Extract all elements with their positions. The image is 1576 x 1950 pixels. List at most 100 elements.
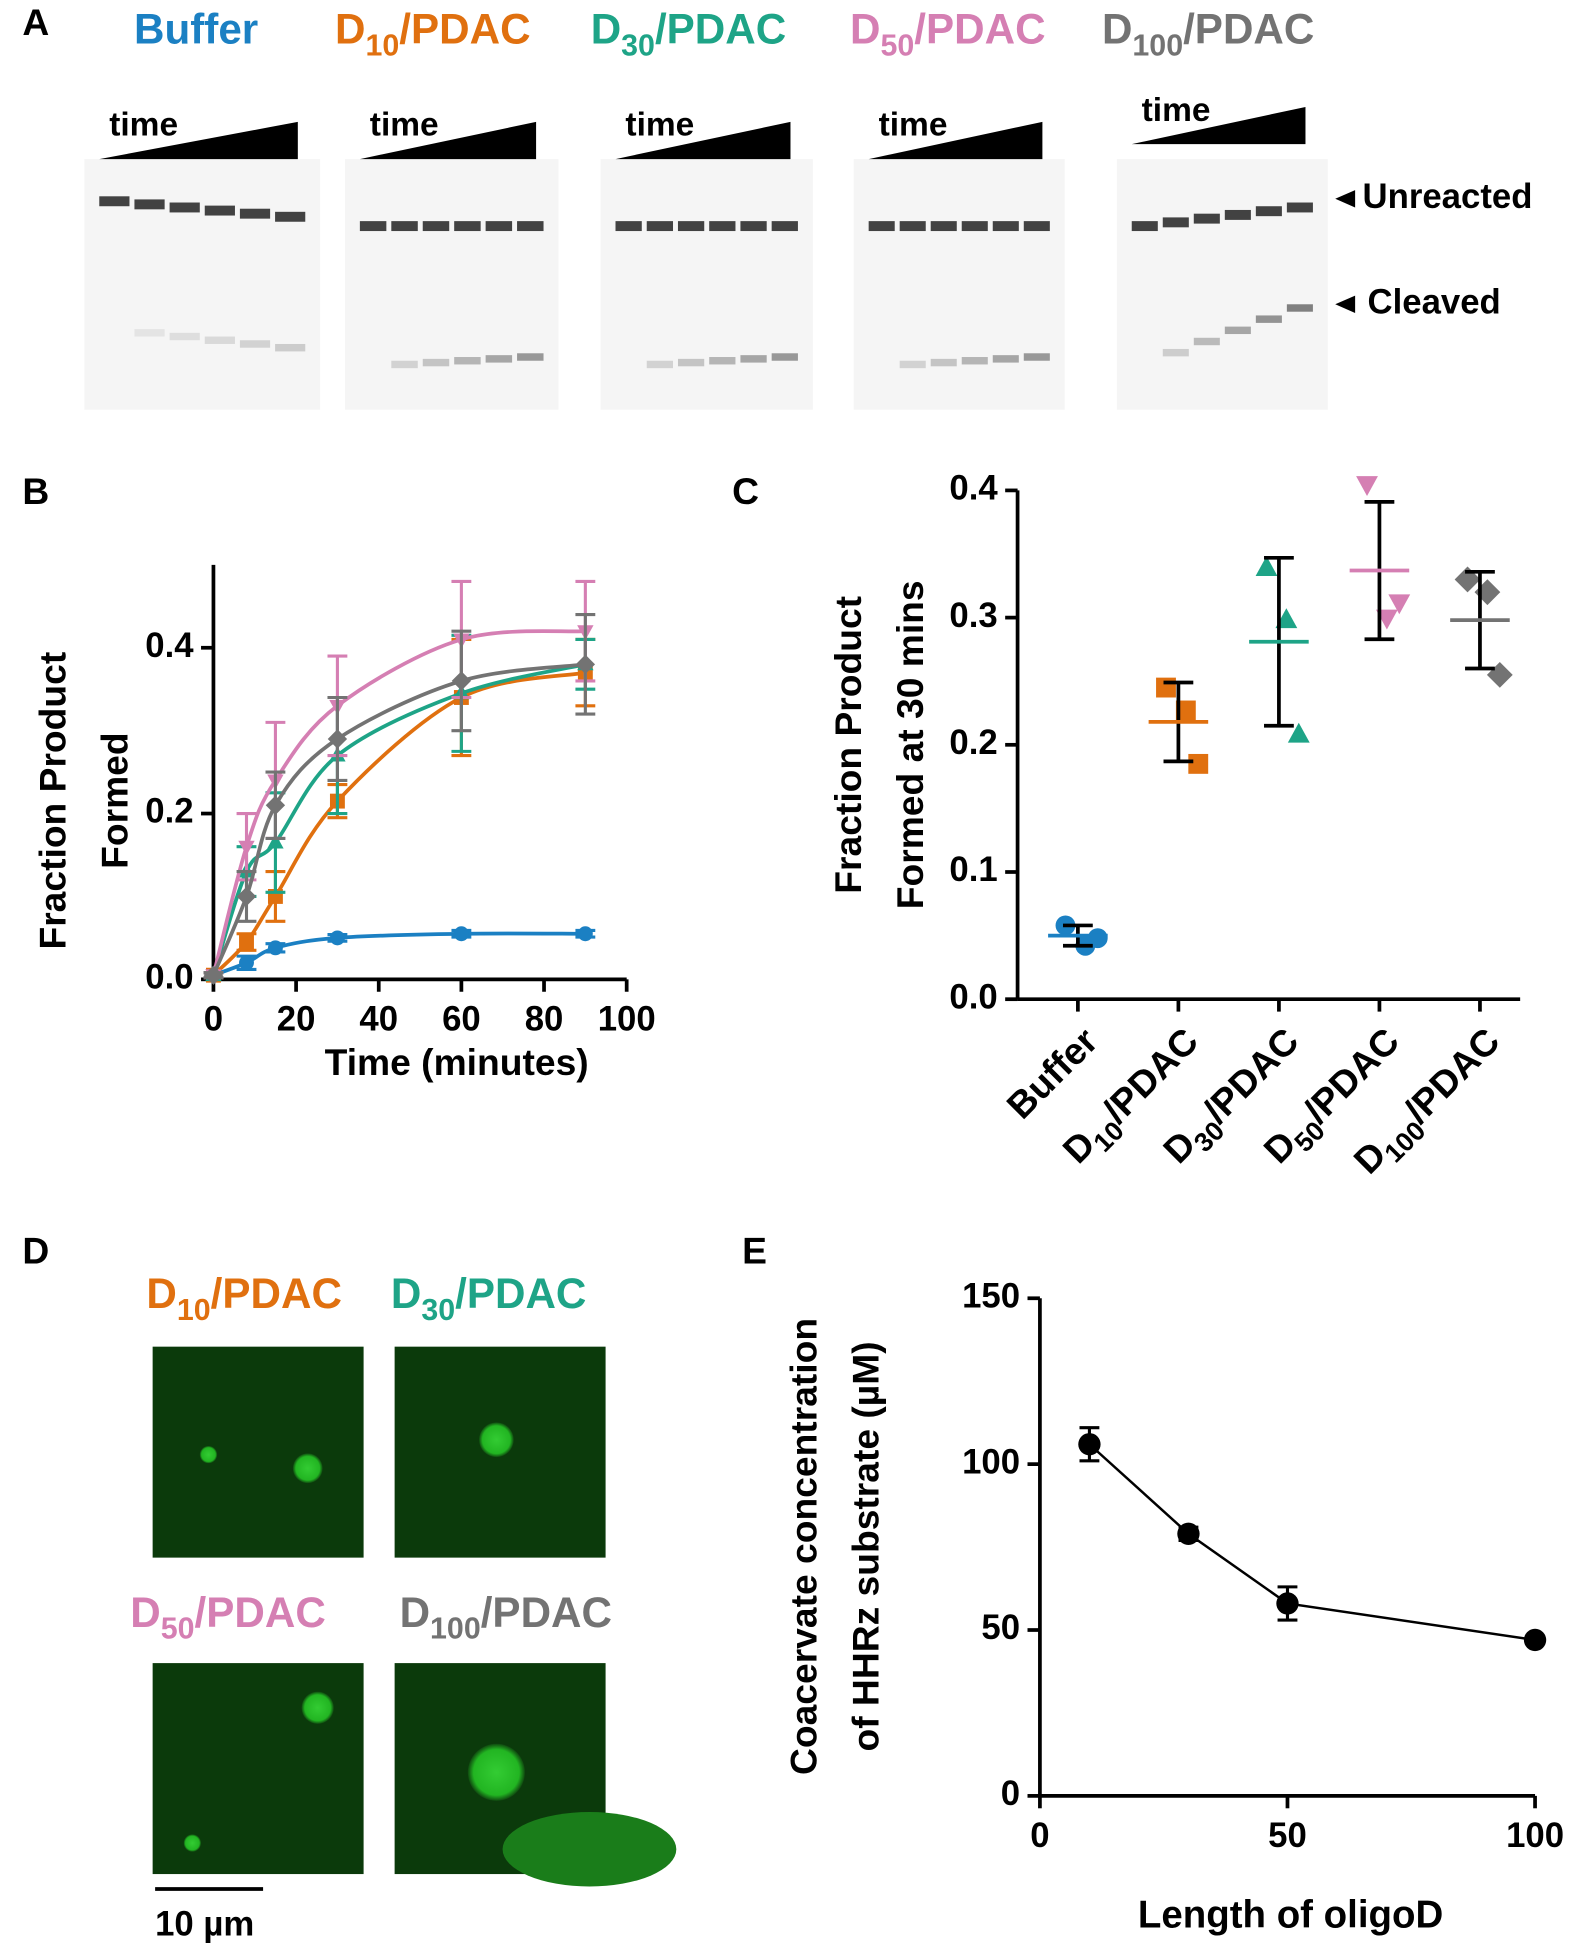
micrograph-heading: D10/PDAC bbox=[146, 1270, 342, 1327]
label-subscript: 50 bbox=[881, 29, 915, 62]
gel-heading: D100/PDAC bbox=[1102, 6, 1314, 63]
gel-band bbox=[517, 221, 544, 232]
droplet bbox=[183, 1834, 202, 1852]
label-part: /PDAC bbox=[399, 6, 530, 53]
gel-band bbox=[134, 199, 165, 210]
time-label: time bbox=[370, 107, 439, 144]
data-point bbox=[1078, 1433, 1101, 1456]
y-tick-label: 0.2 bbox=[949, 724, 997, 762]
x-tick-label: 80 bbox=[525, 1001, 564, 1039]
series-line bbox=[211, 629, 586, 976]
gel-band bbox=[1224, 209, 1251, 220]
gel-band bbox=[169, 202, 200, 213]
gel-heading: D10/PDAC bbox=[335, 6, 531, 63]
gel-marker-label: Unreacted bbox=[1363, 178, 1533, 216]
micrograph bbox=[152, 1346, 364, 1558]
gel-band bbox=[485, 355, 513, 363]
data-point bbox=[203, 965, 224, 985]
gel-image bbox=[600, 159, 813, 410]
gel-band bbox=[709, 357, 736, 365]
gel-band bbox=[1224, 326, 1251, 335]
gel-band bbox=[646, 221, 674, 232]
data-point bbox=[239, 934, 254, 950]
gel-band bbox=[1255, 315, 1282, 323]
label-part: /PDAC bbox=[195, 1589, 326, 1636]
gel-band bbox=[239, 208, 271, 219]
x-tick-label: 0 bbox=[204, 1001, 223, 1039]
gel-band bbox=[134, 329, 165, 337]
gel-image bbox=[1116, 159, 1328, 410]
label-part: /PDAC bbox=[1183, 6, 1314, 53]
x-tick-label: 20 bbox=[277, 1001, 316, 1039]
x-axis-label: Length of oligoD bbox=[1138, 1894, 1443, 1937]
x-tick-label: 60 bbox=[442, 1001, 481, 1039]
label-part: D bbox=[391, 1270, 421, 1317]
y-axis-label: Fraction Product bbox=[32, 652, 74, 950]
y-tick-label: 0.3 bbox=[949, 597, 997, 635]
label-part: /PDAC bbox=[655, 6, 786, 53]
data-point bbox=[239, 955, 254, 971]
x-axis-label: Time (minutes) bbox=[325, 1041, 589, 1083]
y-tick-label: 0.0 bbox=[949, 978, 997, 1016]
gel-band bbox=[992, 221, 1019, 232]
gel-band bbox=[204, 336, 235, 344]
x-tick-label: 100 bbox=[1506, 1817, 1564, 1855]
gel-band bbox=[1193, 213, 1220, 224]
droplet bbox=[301, 1691, 334, 1724]
gel-band bbox=[422, 221, 450, 232]
label-part: /PDAC bbox=[914, 6, 1045, 53]
data-point bbox=[1454, 566, 1481, 593]
gel-band bbox=[391, 221, 418, 232]
data-point bbox=[1188, 753, 1209, 774]
time-label: time bbox=[879, 107, 948, 144]
data-point bbox=[327, 729, 348, 749]
gel-band bbox=[1023, 353, 1050, 361]
label-part: D bbox=[850, 6, 880, 53]
gel-band bbox=[1193, 337, 1220, 346]
gel-band bbox=[677, 221, 705, 232]
data-point bbox=[329, 930, 345, 946]
gel-heading: Buffer bbox=[134, 6, 258, 53]
gel-marker-label: Cleaved bbox=[1368, 283, 1501, 321]
label-part: D bbox=[130, 1589, 160, 1636]
x-tick-label: 0 bbox=[1030, 1817, 1049, 1855]
y-tick-label: 0.4 bbox=[145, 627, 194, 665]
gel-band bbox=[1286, 304, 1313, 312]
label-part: Buffer bbox=[134, 6, 258, 53]
gel-band bbox=[740, 355, 767, 363]
label-subscript: 100 bbox=[430, 1613, 481, 1646]
data-point bbox=[267, 940, 283, 956]
gel-band bbox=[391, 360, 418, 369]
gel-band bbox=[615, 221, 642, 232]
y-tick-label: 0.4 bbox=[949, 470, 998, 508]
label-subscript: 30 bbox=[621, 29, 655, 62]
label-subscript: 10 bbox=[177, 1294, 211, 1327]
gel-band bbox=[99, 196, 130, 207]
panel-label: A bbox=[22, 1, 49, 43]
scale-bar-label: 10 µm bbox=[155, 1905, 254, 1943]
micrograph-feature bbox=[502, 1812, 677, 1887]
x-tick-label: 50 bbox=[1268, 1817, 1307, 1855]
label-part: D bbox=[335, 6, 365, 53]
label-subscript: 10 bbox=[366, 29, 400, 62]
gel-band bbox=[454, 221, 481, 232]
arrowhead bbox=[1335, 190, 1356, 208]
time-label: time bbox=[625, 107, 694, 144]
gel-band bbox=[961, 221, 988, 232]
data-point bbox=[1087, 928, 1108, 949]
label-subscript: 100 bbox=[1132, 29, 1183, 62]
time-wedge bbox=[99, 121, 298, 160]
gel-band bbox=[169, 332, 200, 341]
data-point bbox=[1375, 609, 1398, 630]
data-point bbox=[451, 671, 472, 691]
data-point bbox=[1177, 1522, 1200, 1545]
label-part: /PDAC bbox=[211, 1270, 342, 1317]
data-point bbox=[1523, 1628, 1547, 1652]
y-tick-label: 100 bbox=[962, 1443, 1020, 1481]
panel-label: C bbox=[732, 470, 759, 512]
data-point bbox=[1388, 594, 1411, 615]
y-axis-label: of HHRz substrate (µM) bbox=[844, 1341, 886, 1751]
y-axis-label: Fraction Product bbox=[827, 596, 869, 894]
label-part: D bbox=[400, 1589, 430, 1636]
y-tick-label: 150 bbox=[962, 1277, 1020, 1315]
